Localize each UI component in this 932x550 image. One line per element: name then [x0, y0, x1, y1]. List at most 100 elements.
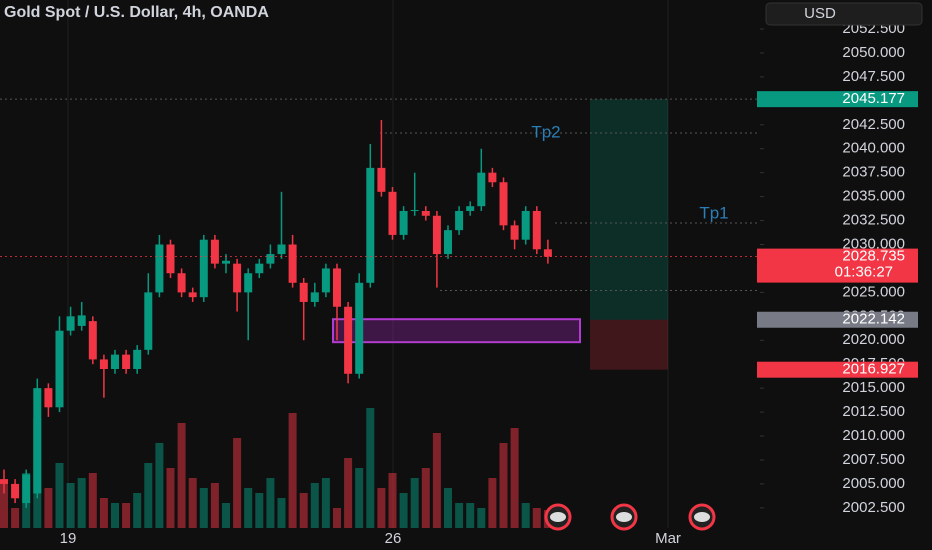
x-tick-label: 19 [60, 530, 77, 547]
volume-bar [321, 478, 330, 528]
candle-body [88, 321, 97, 360]
price-tag [757, 91, 918, 108]
volume-bar [366, 408, 375, 528]
candle-body [521, 210, 530, 240]
volume-bar [166, 468, 175, 528]
y-tick-label: 2020.000 [842, 331, 905, 348]
candle-body [44, 388, 53, 408]
y-tick-label: 2025.000 [842, 283, 905, 300]
candle-body [532, 210, 541, 250]
currency[interactable]: USD [804, 5, 836, 22]
y-tick-label: 2042.500 [842, 116, 905, 133]
candle-body [355, 282, 364, 374]
tp-label: Tp2 [531, 123, 560, 142]
candle-body [366, 167, 375, 283]
candle-body [210, 239, 219, 264]
candle-body [310, 292, 319, 302]
volume-bar [499, 443, 508, 528]
volume-bar [133, 493, 142, 528]
price-tag [757, 311, 918, 328]
volume-bar [122, 503, 131, 528]
volume-bar [210, 483, 219, 528]
volume-bar [421, 468, 430, 528]
volume-bar [388, 473, 397, 528]
candle-body [199, 239, 208, 298]
y-tick-label: 2035.000 [842, 188, 905, 205]
y-tick-label: 2015.000 [842, 379, 905, 396]
event-flag [550, 512, 566, 522]
candle-body [444, 230, 452, 255]
candle-body [410, 210, 419, 212]
volume-bar [155, 443, 164, 528]
currency-button[interactable] [765, 2, 923, 26]
y-tick-label: 2002.500 [842, 499, 905, 516]
candle-body [333, 268, 341, 307]
volume-bar [310, 483, 319, 528]
candle-body [388, 191, 397, 235]
volume-bar [222, 503, 230, 528]
candle-body [188, 292, 197, 298]
volume-bar [344, 458, 353, 528]
volume-bar [355, 468, 364, 528]
candle-body [399, 210, 408, 235]
candle-body [144, 292, 153, 350]
price-tag-label: 2028.735 [842, 248, 905, 265]
x-tick-label: Mar [655, 530, 681, 547]
volume-bar [266, 478, 275, 528]
candle-body [288, 244, 297, 283]
candle-body [133, 349, 142, 369]
vertical-grid [67, 0, 669, 528]
candle-body [299, 282, 308, 302]
y-tick-label: 2040.000 [842, 140, 905, 157]
volume-bar [44, 488, 53, 528]
y-tick-label: 2050.000 [842, 44, 905, 61]
volume-bar [55, 463, 64, 528]
candle-body [122, 354, 131, 369]
y-tick-label: 2037.500 [842, 164, 905, 181]
chart-title: Gold Spot / U.S. Dollar, 4h, OANDA [4, 4, 269, 21]
candle-body [543, 249, 552, 257]
y-tick-label: 2047.500 [842, 68, 905, 85]
volume-bar [199, 488, 208, 528]
candle-body [177, 273, 186, 293]
volume-bar [488, 478, 497, 528]
volume-bar [377, 488, 386, 528]
price-tag-label: 2016.927 [842, 361, 905, 378]
volume-bar [177, 423, 186, 528]
demand-zone [332, 318, 581, 344]
candle-body [488, 172, 497, 183]
candle-body [277, 244, 286, 255]
y-tick-label: 2032.500 [842, 212, 905, 229]
volume-bar [144, 463, 153, 528]
candle-body [233, 263, 242, 293]
volume-bar [0, 483, 8, 528]
event-flag [694, 512, 710, 522]
profit-zone [590, 99, 668, 320]
volume-bar [432, 433, 441, 528]
price-tag-label: 2022.142 [842, 311, 905, 328]
candle-body [77, 315, 86, 326]
candle-body [477, 172, 486, 207]
candle-body [55, 330, 64, 408]
volume-bar [532, 508, 541, 528]
volume-bar [521, 503, 530, 528]
candle-body [22, 474, 31, 504]
candle-body [466, 206, 475, 211]
event-flag [616, 512, 632, 522]
candle-body [33, 388, 42, 494]
volume-bar [455, 503, 464, 528]
candle-body [99, 359, 108, 369]
volume-bar [11, 508, 20, 528]
candle-body [0, 479, 8, 484]
price-tag [757, 361, 918, 378]
countdown: 01:36:27 [835, 264, 893, 281]
volume-bar [99, 498, 108, 528]
candle-body [266, 254, 275, 264]
y-tick-label: 2005.000 [842, 475, 905, 492]
loss-zone [590, 319, 668, 370]
volume-bar [77, 478, 86, 528]
x-tick-label: 26 [385, 530, 402, 547]
candle-body [222, 260, 230, 264]
candle-body [421, 210, 430, 216]
